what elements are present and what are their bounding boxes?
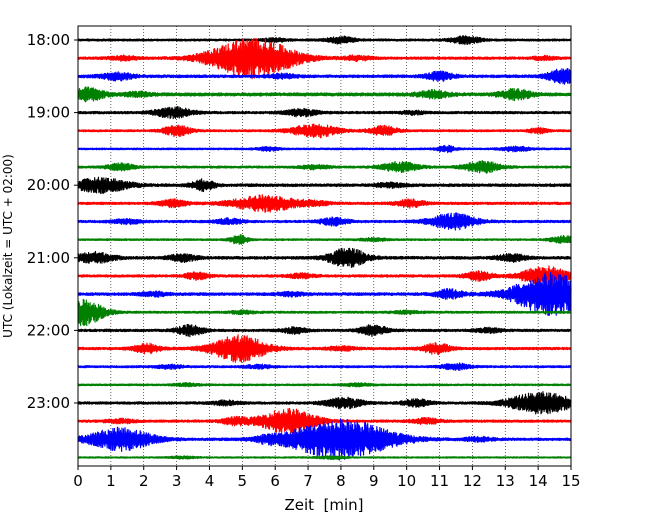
y-tick-label: 19:00 (27, 104, 70, 122)
trace-2300 (77, 391, 572, 415)
trace-1830 (77, 67, 572, 85)
x-tick-label: 6 (270, 472, 280, 490)
trace-1930 (77, 144, 572, 154)
x-tick-label: 15 (561, 472, 580, 490)
x-tick-label: 7 (303, 472, 313, 490)
trace-2030 (77, 212, 572, 231)
trace-1800 (77, 35, 572, 45)
x-tick-label: 11 (430, 472, 449, 490)
trace-2045 (77, 234, 572, 245)
x-axis-ticks: 0 1 2 3 4 5 6 7 8 9 10 11 12 13 14 15 (73, 466, 581, 490)
x-tick-label: 0 (73, 472, 83, 490)
x-axis-label: Zeit [min] (284, 496, 363, 514)
trace-2345 (77, 455, 572, 461)
trace-1900 (77, 105, 572, 120)
trace-2115 (77, 265, 572, 287)
x-tick-label: 1 (106, 472, 116, 490)
trace-2245 (77, 382, 572, 388)
y-tick-label: 20:00 (27, 176, 70, 194)
trace-1845 (77, 86, 572, 103)
trace-2200 (77, 323, 572, 338)
x-tick-label: 3 (172, 472, 182, 490)
plot-frame (77, 25, 572, 467)
x-tick-label: 13 (496, 472, 515, 490)
x-tick-label: 12 (463, 472, 482, 490)
x-tick-label: 5 (238, 472, 248, 490)
y-tick-label: 18:00 (27, 31, 70, 49)
x-tick-label: 8 (336, 472, 346, 490)
trace-1815 (77, 38, 572, 80)
trace-2015 (77, 194, 572, 213)
y-axis-ticks: 18:00 19:00 20:00 21:00 22:00 23:00 (27, 31, 78, 412)
x-tick-label: 10 (397, 472, 416, 490)
y-tick-label: 22:00 (27, 321, 70, 339)
x-tick-label: 14 (529, 472, 548, 490)
vertical-gridlines (110, 26, 539, 466)
y-tick-label: 23:00 (27, 394, 70, 412)
y-axis-label: UTC (Lokalzeit = UTC + 02:00) (1, 154, 15, 338)
y-tick-label: 21:00 (27, 249, 70, 267)
x-tick-label: 2 (139, 472, 149, 490)
trace-2330 (77, 418, 572, 461)
x-tick-label: 4 (205, 472, 215, 490)
trace-1915 (77, 123, 572, 139)
trace-2315 (77, 407, 572, 435)
trace-2230 (77, 362, 572, 372)
trace-2145 (77, 298, 572, 327)
trace-2000 (77, 176, 572, 194)
trace-2130 (77, 272, 572, 316)
trace-2100 (77, 247, 572, 268)
traces (77, 35, 572, 461)
trace-1945 (77, 160, 572, 174)
x-tick-label: 9 (369, 472, 379, 490)
trace-2215 (77, 334, 572, 363)
